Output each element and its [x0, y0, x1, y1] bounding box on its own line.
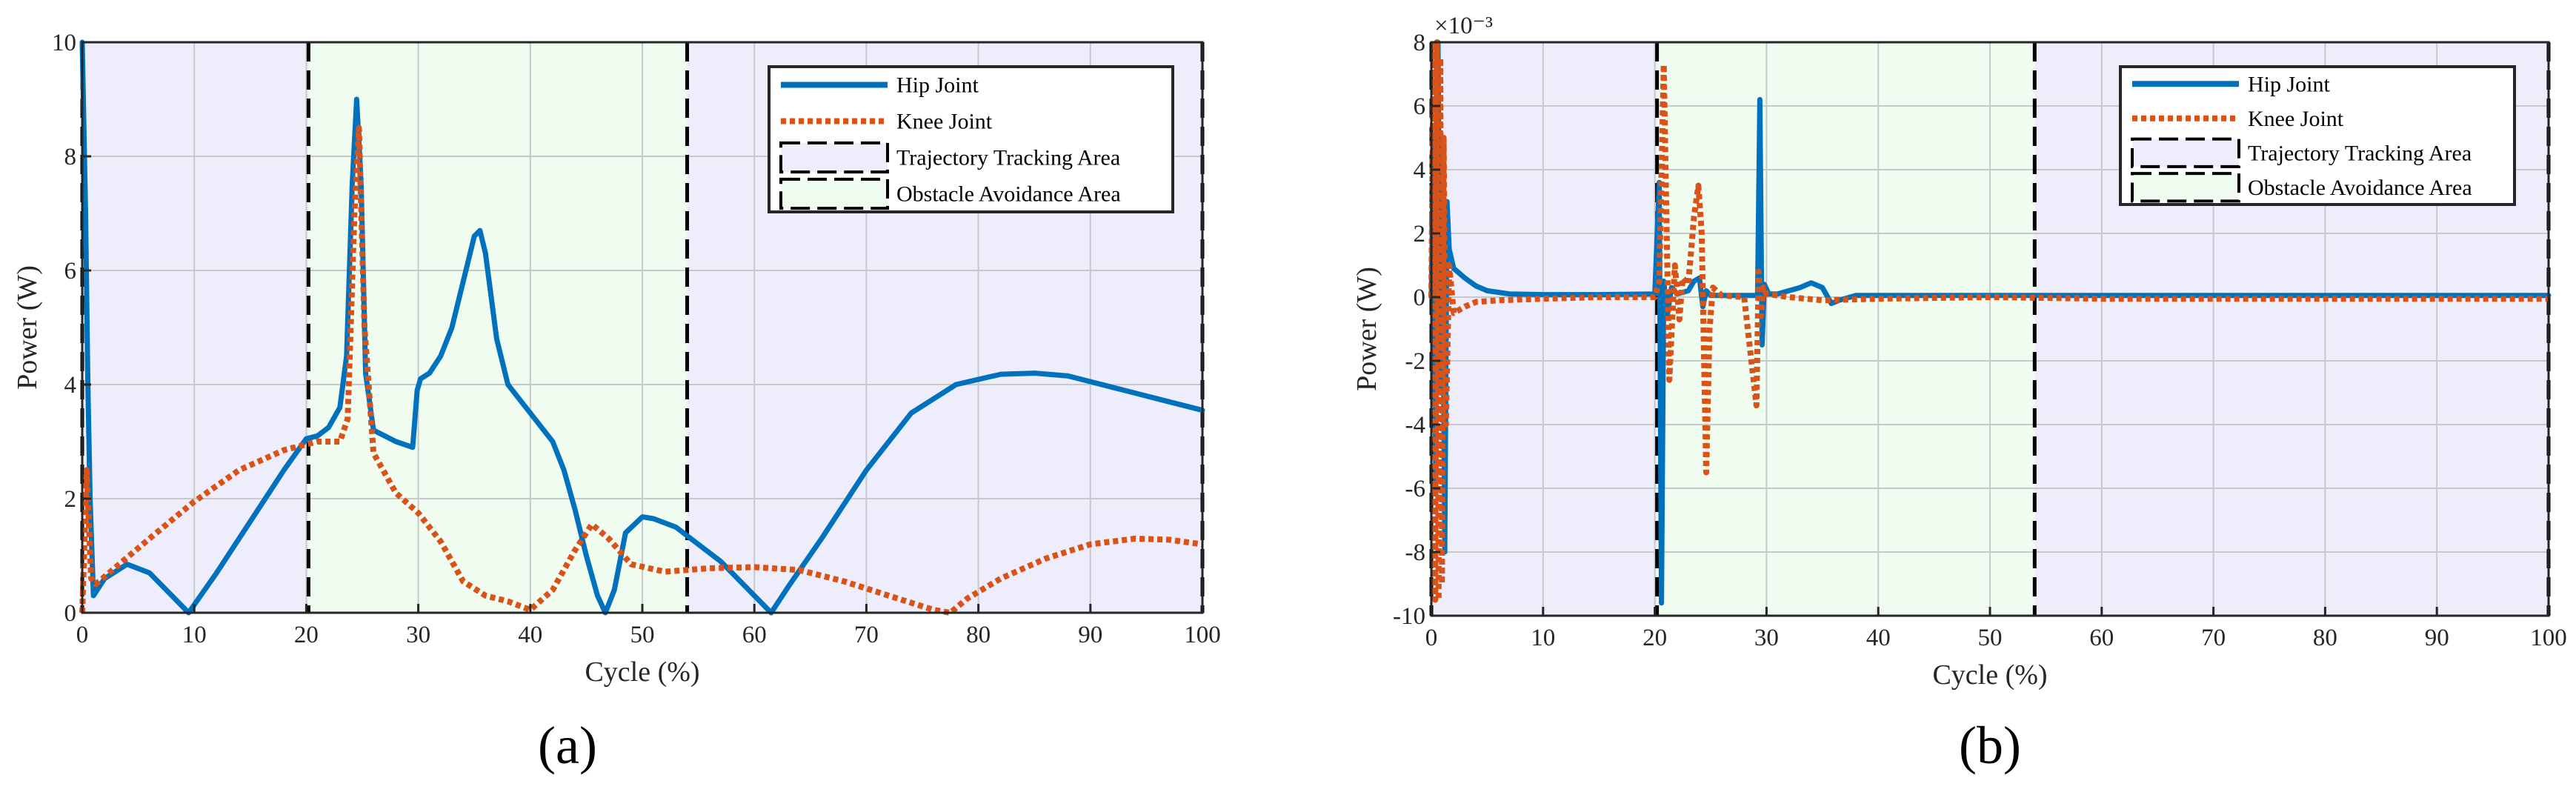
y-tick-label-3: -4 [1405, 412, 1426, 439]
y-tick-label-2: -6 [1405, 476, 1426, 502]
x-tick-label-3: 30 [406, 622, 430, 648]
y-axis-label: Power (W) [1351, 267, 1382, 391]
series-line-hip-joint [1428, 39, 2552, 606]
series-line-knee-joint [1428, 39, 2549, 603]
legend-swatch-obstacle-avoidance-area [779, 177, 889, 210]
shaded-region-1 [1657, 42, 2035, 616]
x-tick-label-2: 20 [1643, 625, 1667, 651]
y-tick-label-4: 8 [64, 144, 77, 170]
y-tick-label-2: 4 [64, 372, 77, 399]
legend-label-0: Hip Joint [2248, 72, 2331, 96]
legend-label-2: Trajectory Tracking Area [896, 146, 1120, 170]
legend-label-3: Obstacle Avoidance Area [2248, 176, 2472, 200]
y-axis-label: Power (W) [12, 265, 43, 390]
x-tick-label-5: 50 [1978, 625, 2003, 651]
panel-label: (b) [1959, 716, 2021, 775]
x-tick-label-6: 60 [742, 622, 767, 648]
x-tick-label-9: 90 [1078, 622, 1102, 648]
x-tick-label-0: 0 [76, 622, 89, 648]
y-tick-label-3: 6 [64, 258, 77, 285]
x-tick-label-2: 20 [294, 622, 319, 648]
x-tick-label-4: 40 [518, 622, 542, 648]
legend-swatch-trajectory-tracking-area [2131, 137, 2240, 168]
y-tick-label-8: 6 [1414, 93, 1426, 120]
y-tick-label-6: 2 [1414, 221, 1426, 247]
x-tick-label-8: 80 [966, 622, 991, 648]
y-exponent-label: ×10⁻³ [1434, 13, 1493, 39]
y-tick-label-7: 4 [1414, 157, 1426, 184]
x-tick-label-3: 30 [1754, 625, 1779, 651]
x-tick-label-9: 90 [2425, 625, 2449, 651]
legend: Hip Joint Knee Joint Trajectory Tracking A… [768, 65, 1174, 213]
y-tick-label-5: 10 [52, 30, 76, 56]
y-tick-label-9: 8 [1414, 30, 1426, 56]
x-tick-label-8: 80 [2313, 625, 2337, 651]
shaded-region-1 [308, 42, 688, 613]
x-tick-label-1: 10 [1531, 625, 1555, 651]
series-line-hip-joint [79, 39, 1205, 616]
x-tick-label-5: 50 [630, 622, 655, 648]
shaded-region-0 [1431, 42, 1657, 616]
x-tick-label-1: 10 [182, 622, 207, 648]
legend-swatch-obstacle-avoidance-area [2131, 172, 2240, 203]
y-tick-label-1: -8 [1405, 539, 1426, 566]
legend-label-3: Obstacle Avoidance Area [896, 182, 1121, 207]
x-tick-label-4: 40 [1866, 625, 1891, 651]
y-tick-label-0: 0 [64, 600, 77, 627]
x-axis-label: Cycle (%) [1932, 659, 2047, 691]
x-tick-label-6: 60 [2089, 625, 2114, 651]
legend-swatch-trajectory-tracking-area [779, 141, 889, 174]
legend-label-0: Hip Joint [896, 73, 979, 98]
x-tick-label-0: 0 [1425, 625, 1438, 651]
x-tick-label-10: 100 [2530, 625, 2567, 651]
y-tick-label-5: 0 [1414, 285, 1426, 311]
chart-panel-b: 0 10 20 30 40 50 60 70 80 90 100 -10 -8 -6 -4 -2 0 2 4 6 8 ×1… [1351, 13, 2567, 775]
legend-label-2: Trajectory Tracking Area [2248, 141, 2472, 165]
y-tick-label-0: -10 [1393, 603, 1425, 630]
x-tick-label-10: 100 [1184, 622, 1221, 648]
x-tick-label-7: 70 [2201, 625, 2226, 651]
legend: Hip Joint Knee Joint Trajectory Tracking A… [2119, 65, 2516, 206]
y-tick-label-4: -2 [1405, 348, 1426, 375]
legend-label-1: Knee Joint [2248, 107, 2344, 131]
chart-panel-a: 0 10 20 30 40 50 60 70 80 90 100 0 2 4 6 8 10 Cycle (%) Po… [12, 30, 1221, 775]
legend-label-1: Knee Joint [896, 110, 993, 134]
shaded-region-0 [82, 42, 309, 613]
y-tick-label-1: 2 [64, 486, 77, 513]
panel-label: (a) [538, 716, 597, 775]
x-tick-label-7: 70 [854, 622, 879, 648]
x-axis-label: Cycle (%) [585, 656, 699, 688]
